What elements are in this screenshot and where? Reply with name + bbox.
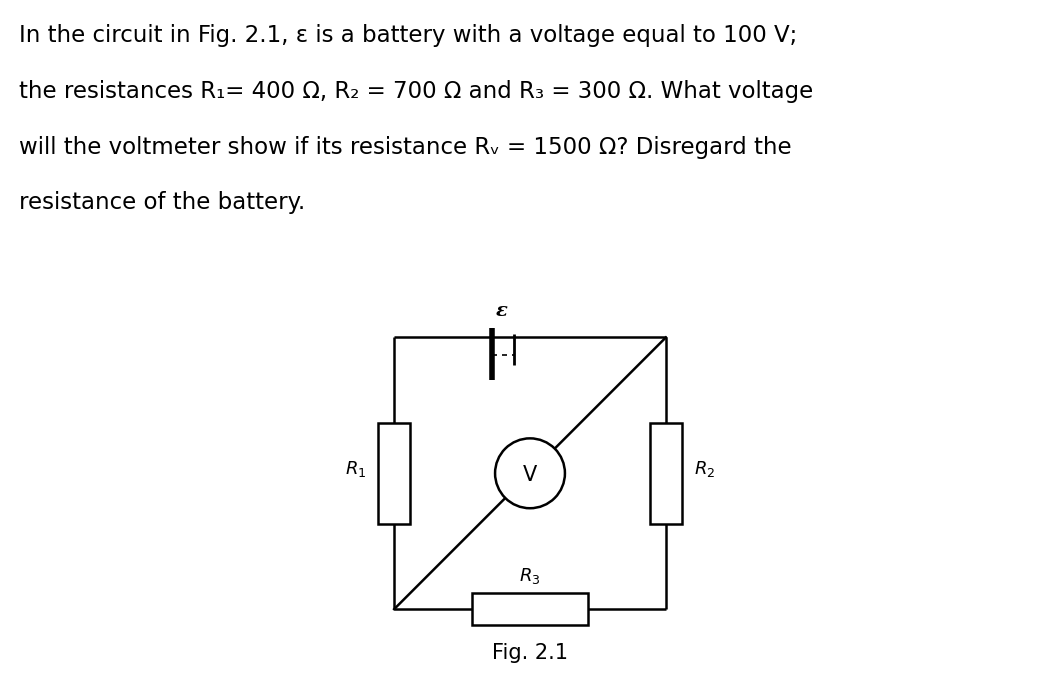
Text: In the circuit in Fig. 2.1, ε is a battery with a voltage equal to 100 V;: In the circuit in Fig. 2.1, ε is a batte… [19, 24, 797, 47]
Text: $R_1$: $R_1$ [344, 460, 366, 479]
Bar [472, 593, 588, 625]
Text: V: V [523, 465, 537, 486]
Bar [377, 423, 410, 524]
Text: Fig. 2.1: Fig. 2.1 [492, 644, 568, 663]
Bar [650, 423, 683, 524]
Text: the resistances R₁= 400 Ω, R₂ = 700 Ω and R₃ = 300 Ω. What voltage: the resistances R₁= 400 Ω, R₂ = 700 Ω an… [19, 80, 813, 103]
Circle shape [495, 439, 565, 508]
Text: ε: ε [496, 302, 508, 320]
Text: $R_3$: $R_3$ [519, 566, 541, 586]
Text: $R_2$: $R_2$ [694, 460, 716, 479]
Text: resistance of the battery.: resistance of the battery. [19, 191, 305, 215]
Text: will the voltmeter show if its resistance Rᵥ = 1500 Ω? Disregard the: will the voltmeter show if its resistanc… [19, 136, 792, 159]
